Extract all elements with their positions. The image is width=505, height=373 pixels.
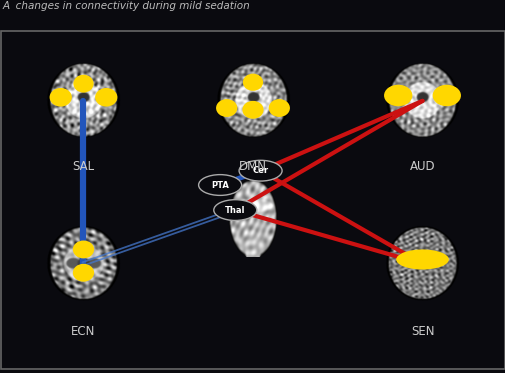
Ellipse shape — [242, 101, 263, 119]
Ellipse shape — [432, 85, 460, 106]
Ellipse shape — [242, 73, 263, 91]
Ellipse shape — [73, 241, 94, 258]
Text: AUD: AUD — [409, 160, 434, 173]
Ellipse shape — [383, 85, 412, 106]
Ellipse shape — [73, 264, 94, 282]
Text: A  changes in connectivity during mild sedation: A changes in connectivity during mild se… — [3, 1, 250, 11]
Text: PTA: PTA — [211, 181, 229, 189]
Text: Thal: Thal — [225, 206, 245, 214]
Text: SAL: SAL — [72, 160, 94, 173]
Ellipse shape — [268, 99, 289, 117]
Ellipse shape — [95, 88, 117, 107]
Ellipse shape — [73, 75, 93, 93]
Ellipse shape — [213, 200, 257, 220]
Ellipse shape — [198, 175, 241, 195]
Ellipse shape — [395, 250, 448, 270]
Text: ECN: ECN — [71, 325, 95, 338]
Ellipse shape — [49, 88, 72, 107]
Ellipse shape — [216, 99, 237, 117]
Text: SEN: SEN — [410, 325, 433, 338]
Ellipse shape — [239, 160, 282, 181]
Text: DMN: DMN — [238, 160, 267, 173]
Text: Cer: Cer — [252, 166, 268, 175]
